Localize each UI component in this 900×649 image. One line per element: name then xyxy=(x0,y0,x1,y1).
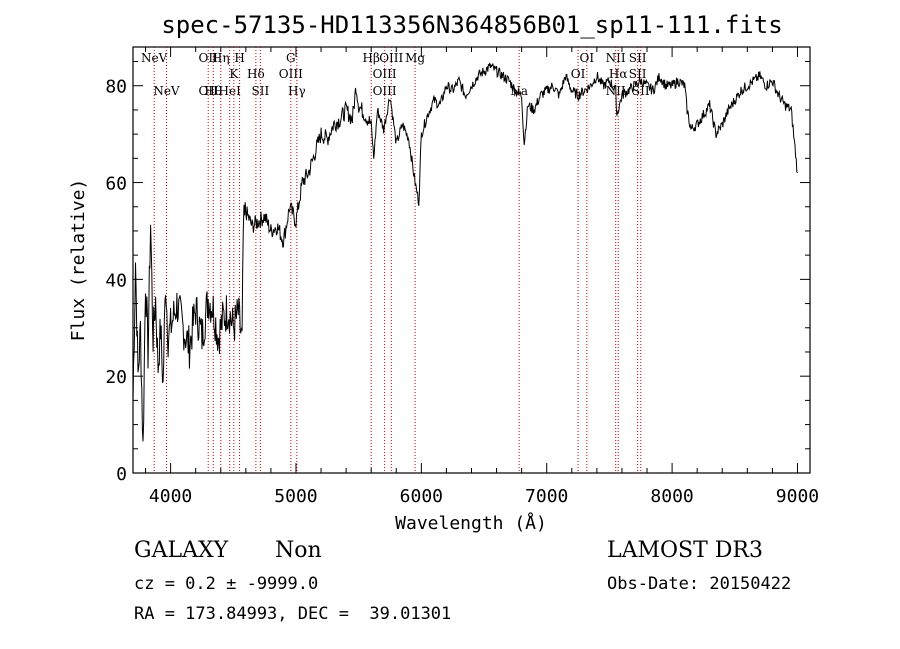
ra-dec-coordinates: RA = 173.84993, DEC = 39.01301 xyxy=(134,604,452,624)
object-subclass: Non xyxy=(275,538,322,563)
spectral-line-label: SII xyxy=(629,67,647,81)
spectral-line-label: HeI xyxy=(219,84,242,98)
spectral-line-label: OI xyxy=(580,51,595,65)
spectral-line-label: Mg xyxy=(405,51,425,65)
spectral-line-label: OIII xyxy=(373,67,397,81)
plot-frame xyxy=(132,46,811,474)
spectral-line-label: OI xyxy=(571,67,586,81)
spectral-line-label: SII xyxy=(252,84,270,98)
spectral-line-label: NeV xyxy=(153,84,180,98)
spectral-line-label: Hβ xyxy=(363,51,380,65)
observation-date: Obs-Date: 20150422 xyxy=(607,574,792,594)
y-tick-label: 40 xyxy=(105,270,127,291)
spectral-line-label: Hδ xyxy=(247,67,265,81)
x-tick-label: 8000 xyxy=(650,486,693,507)
spectral-line-label: Hη xyxy=(212,51,230,65)
x-tick-label: 6000 xyxy=(400,486,443,507)
x-tick-label: 5000 xyxy=(274,486,317,507)
spectral-line-label: OIII xyxy=(279,67,303,81)
object-class: GALAXY xyxy=(134,538,229,563)
y-tick-label: 20 xyxy=(105,367,127,388)
redshift-cz: cz = 0.2 ± -9999.0 xyxy=(134,574,319,594)
spectral-line-label: Hγ xyxy=(288,84,306,98)
spectral-line-label: G xyxy=(286,51,296,65)
spectral-line-label: OIII xyxy=(379,51,403,65)
spectral-line-label: OIII xyxy=(373,84,397,98)
spectral-line-markers: NeVNeVOIIOIIHθHηHeIKHHδSIIGOIIIHγHβOIIIO… xyxy=(141,47,650,473)
spectral-line-label: Hθ xyxy=(204,84,222,98)
y-axis-label: Flux (relative) xyxy=(68,179,89,342)
spectral-line-label: OII xyxy=(199,84,219,98)
chart-title: spec-57135-HD113356N364856B01_sp11-111.f… xyxy=(161,11,782,39)
y-tick-label: 80 xyxy=(105,77,127,98)
spectral-line-label: Hα xyxy=(609,67,628,81)
spectral-line-label: SII xyxy=(629,51,647,65)
spectral-line-label: NII xyxy=(606,51,626,65)
spectral-line-label: SII xyxy=(632,84,650,98)
x-tick-label: 4000 xyxy=(149,486,192,507)
x-tick-label: 9000 xyxy=(776,486,819,507)
survey-name: LAMOST DR3 xyxy=(607,538,763,563)
y-tick-label: 60 xyxy=(105,174,127,195)
axes: 4000 5000 6000 7000 8000 9000 0 20 40 60 80 xyxy=(105,47,819,507)
x-axis-label: Wavelength (Å) xyxy=(395,512,547,534)
spectral-line-label: NeV xyxy=(141,51,168,65)
spectral-line-label: H xyxy=(234,51,244,65)
spectrum-series-line xyxy=(132,62,798,442)
spectral-line-label: OII xyxy=(199,51,219,65)
x-tick-label: 7000 xyxy=(525,486,568,507)
y-tick-label: 0 xyxy=(116,464,127,485)
spectral-line-label: K xyxy=(229,67,239,81)
